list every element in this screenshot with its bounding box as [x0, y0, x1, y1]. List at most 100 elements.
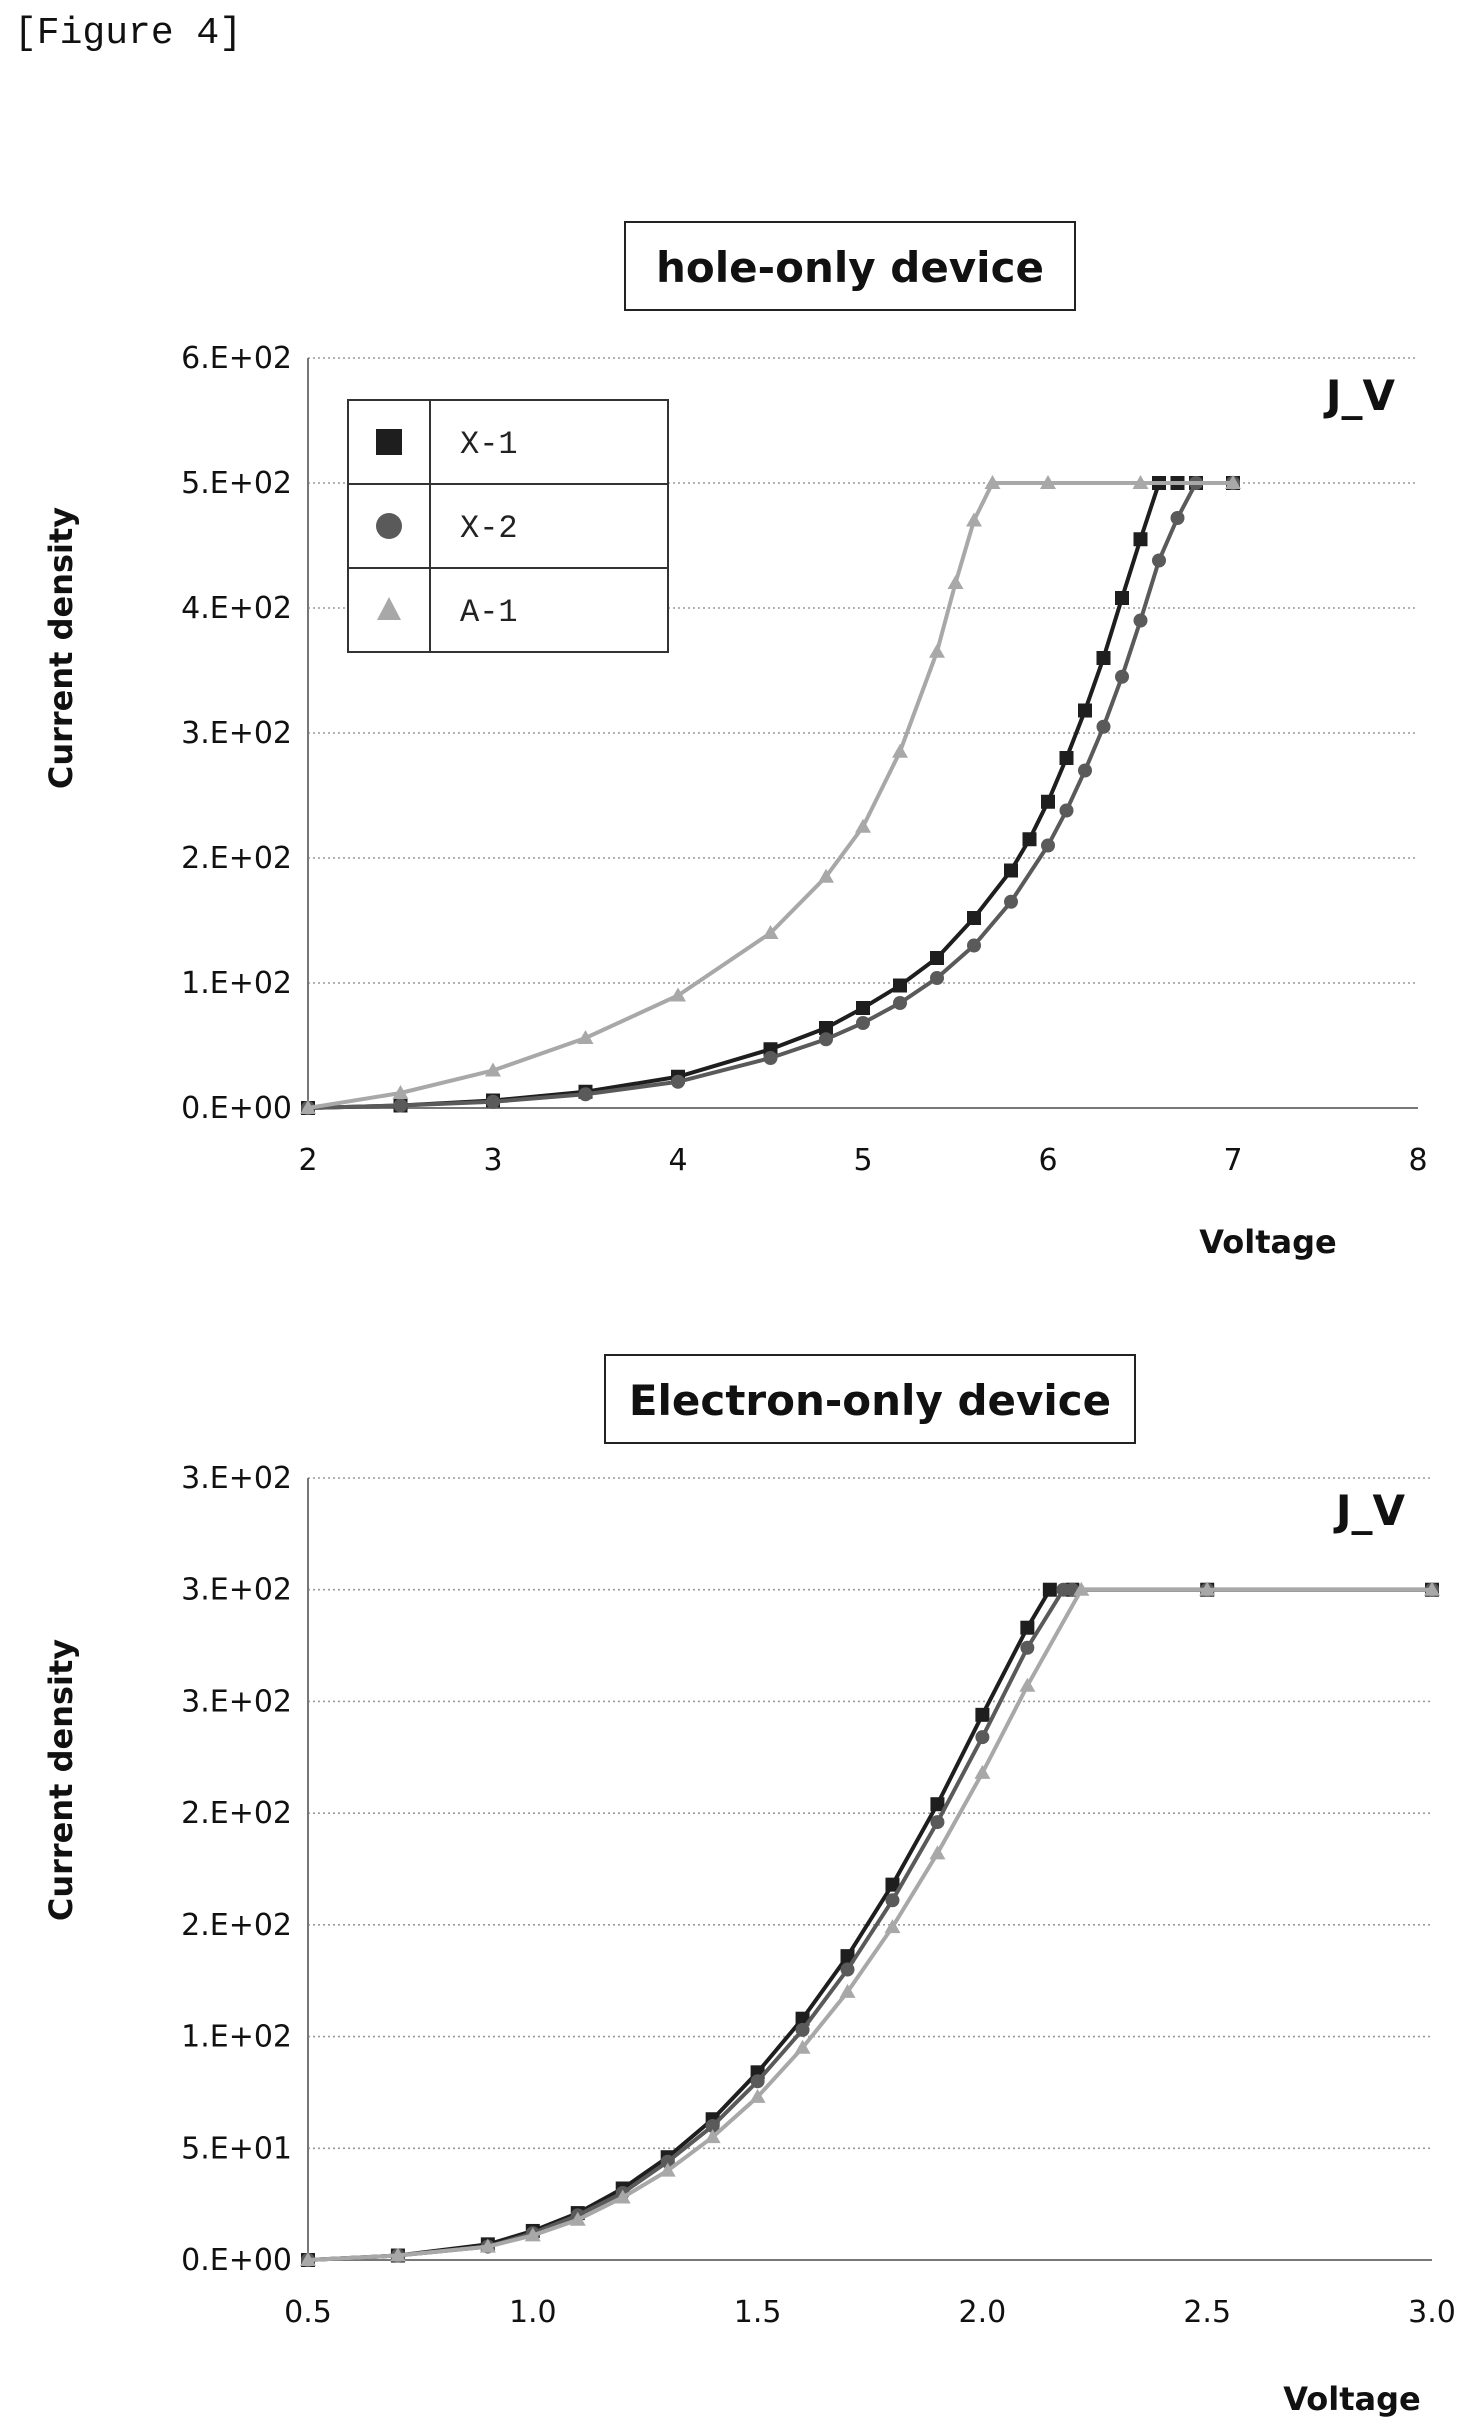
data-point-x2: [893, 996, 907, 1010]
data-point-x1: [893, 978, 907, 993]
data-point-a1: [929, 643, 945, 658]
chart-title: hole-only device: [656, 243, 1044, 292]
y-tick-label: 3.E+02: [181, 1573, 292, 1608]
data-point-x1: [1096, 651, 1111, 665]
hole-only-chart: hole-only device J_V 0.E+00 1.E+02 2.E+02 3…: [42, 221, 1428, 1261]
tick-labels: 0.E+00 1.E+02 2.E+02 3.E+02 4.E+02 5.E+02 6.E+…: [181, 341, 1427, 1178]
data-point-x1: [1115, 591, 1129, 605]
data-point-x2: [930, 1815, 945, 1830]
data-point-a1: [1073, 1581, 1090, 1596]
data-point-x2: [393, 1098, 408, 1113]
y-tick-label: 6.E+02: [181, 341, 292, 376]
data-point-a1: [947, 575, 964, 589]
data-point-x2: [1096, 719, 1111, 734]
data-point-x2: [930, 971, 944, 985]
data-point-x2: [1152, 553, 1166, 568]
data-point-x1: [930, 951, 944, 965]
data-point-x2: [1041, 838, 1055, 853]
data-point-x2: [1170, 511, 1185, 525]
data-point-x1: [1078, 703, 1092, 718]
data-point-x1: [885, 1877, 900, 1892]
data-point-x1: [975, 1707, 990, 1722]
y-tick-label: 1.E+02: [181, 2020, 292, 2055]
data-point-x2: [885, 1893, 900, 1908]
data-point-x1: [840, 1949, 855, 1964]
legend-square-marker: [376, 429, 402, 455]
data-point-a1: [389, 2247, 406, 2262]
series-layer: [300, 475, 1241, 1115]
data-point-a1: [569, 2211, 586, 2226]
grid-lines: [308, 1477, 1432, 2150]
data-point-a1: [485, 1062, 501, 1077]
data-point-x2: [1133, 613, 1148, 628]
data-point-a1: [577, 1030, 594, 1044]
data-point-x2: [578, 1087, 593, 1102]
data-point-x2: [1004, 894, 1018, 909]
y-tick-label: 5.E+01: [181, 2131, 292, 2166]
y-tick-label: 3.E+02: [181, 716, 292, 751]
data-point-x1: [1133, 532, 1148, 547]
data-point-a1: [984, 475, 1001, 489]
y-tick-label: 4.E+02: [181, 591, 292, 626]
data-point-x1: [1059, 751, 1074, 765]
x-tick-label: 7: [1223, 1143, 1242, 1178]
x-tick-label: 4: [668, 1143, 687, 1178]
data-point-a1: [300, 2252, 316, 2266]
x-tick-label: 2.0: [959, 2295, 1007, 2330]
data-point-x2: [967, 938, 981, 953]
y-tick-label: 3.E+02: [181, 1684, 292, 1719]
data-point-x2: [795, 2022, 810, 2037]
tick-labels: 0.E+00 5.E+01 1.E+02 2.E+02 2.E+02 3.E+02 3.E+…: [181, 1461, 1456, 2330]
y-tick-label: 3.E+02: [181, 1461, 292, 1496]
x-axis-label: Voltage: [1283, 2380, 1420, 2418]
chart-title-box: [604, 1354, 1136, 1444]
x-tick-label: 1.0: [509, 2295, 557, 2330]
data-point-a1: [974, 1764, 991, 1779]
legend-label-a1: A-1: [460, 594, 518, 631]
data-point-a1: [1199, 1581, 1216, 1596]
y-tick-label: 5.E+02: [181, 466, 292, 501]
data-point-a1: [670, 987, 686, 1002]
x-tick-label: 3: [483, 1143, 502, 1178]
data-point-x1: [967, 911, 981, 925]
data-point-x2: [1115, 669, 1129, 684]
data-point-x2: [975, 1730, 990, 1745]
data-point-a1: [614, 2189, 631, 2204]
y-tick-label: 1.E+02: [181, 966, 292, 1001]
data-point-a1: [479, 2238, 496, 2253]
data-point-a1: [892, 743, 908, 758]
data-point-a1: [966, 512, 982, 527]
data-point-a1: [1132, 475, 1149, 489]
chart-title: Electron-only device: [629, 1376, 1111, 1425]
data-point-x1: [1022, 832, 1037, 847]
data-point-x2: [1059, 803, 1074, 818]
data-point-a1: [524, 2227, 541, 2242]
series-layer: [300, 1581, 1440, 2267]
data-point-x1: [1042, 1582, 1057, 1597]
data-point-x2: [856, 1016, 870, 1030]
legend-label-x2: X-2: [460, 510, 518, 547]
jv-annotation: J_V: [1333, 1486, 1406, 1535]
figure-label: [Figure 4]: [14, 12, 243, 55]
data-point-x2: [763, 1051, 778, 1065]
x-tick-label: 5: [853, 1143, 872, 1178]
data-point-x1: [856, 1001, 870, 1015]
data-point-a1: [392, 1085, 409, 1099]
axes: [307, 1478, 1432, 2261]
data-point-a1: [704, 2129, 721, 2144]
data-point-x1: [1004, 863, 1018, 878]
data-point-x2: [660, 2154, 675, 2169]
x-tick-label: 0.5: [284, 2295, 332, 2330]
legend: X-1 X-2 A-1: [347, 399, 669, 653]
data-point-x2: [671, 1074, 685, 1089]
data-point-x2: [840, 1962, 855, 1977]
data-point-x1: [930, 1797, 945, 1812]
x-tick-label: 1.5: [734, 2295, 782, 2330]
legend-label-x1: X-1: [460, 426, 518, 463]
electron-only-chart: Electron-only device J_V 0.E+00 5.E+01 1.E…: [42, 1354, 1456, 2418]
legend-triangle-marker: [377, 597, 401, 620]
data-point-x2: [819, 1032, 833, 1047]
data-point-a1: [762, 925, 779, 939]
x-axis-label: Voltage: [1199, 1223, 1336, 1261]
data-point-a1: [300, 1100, 316, 1114]
